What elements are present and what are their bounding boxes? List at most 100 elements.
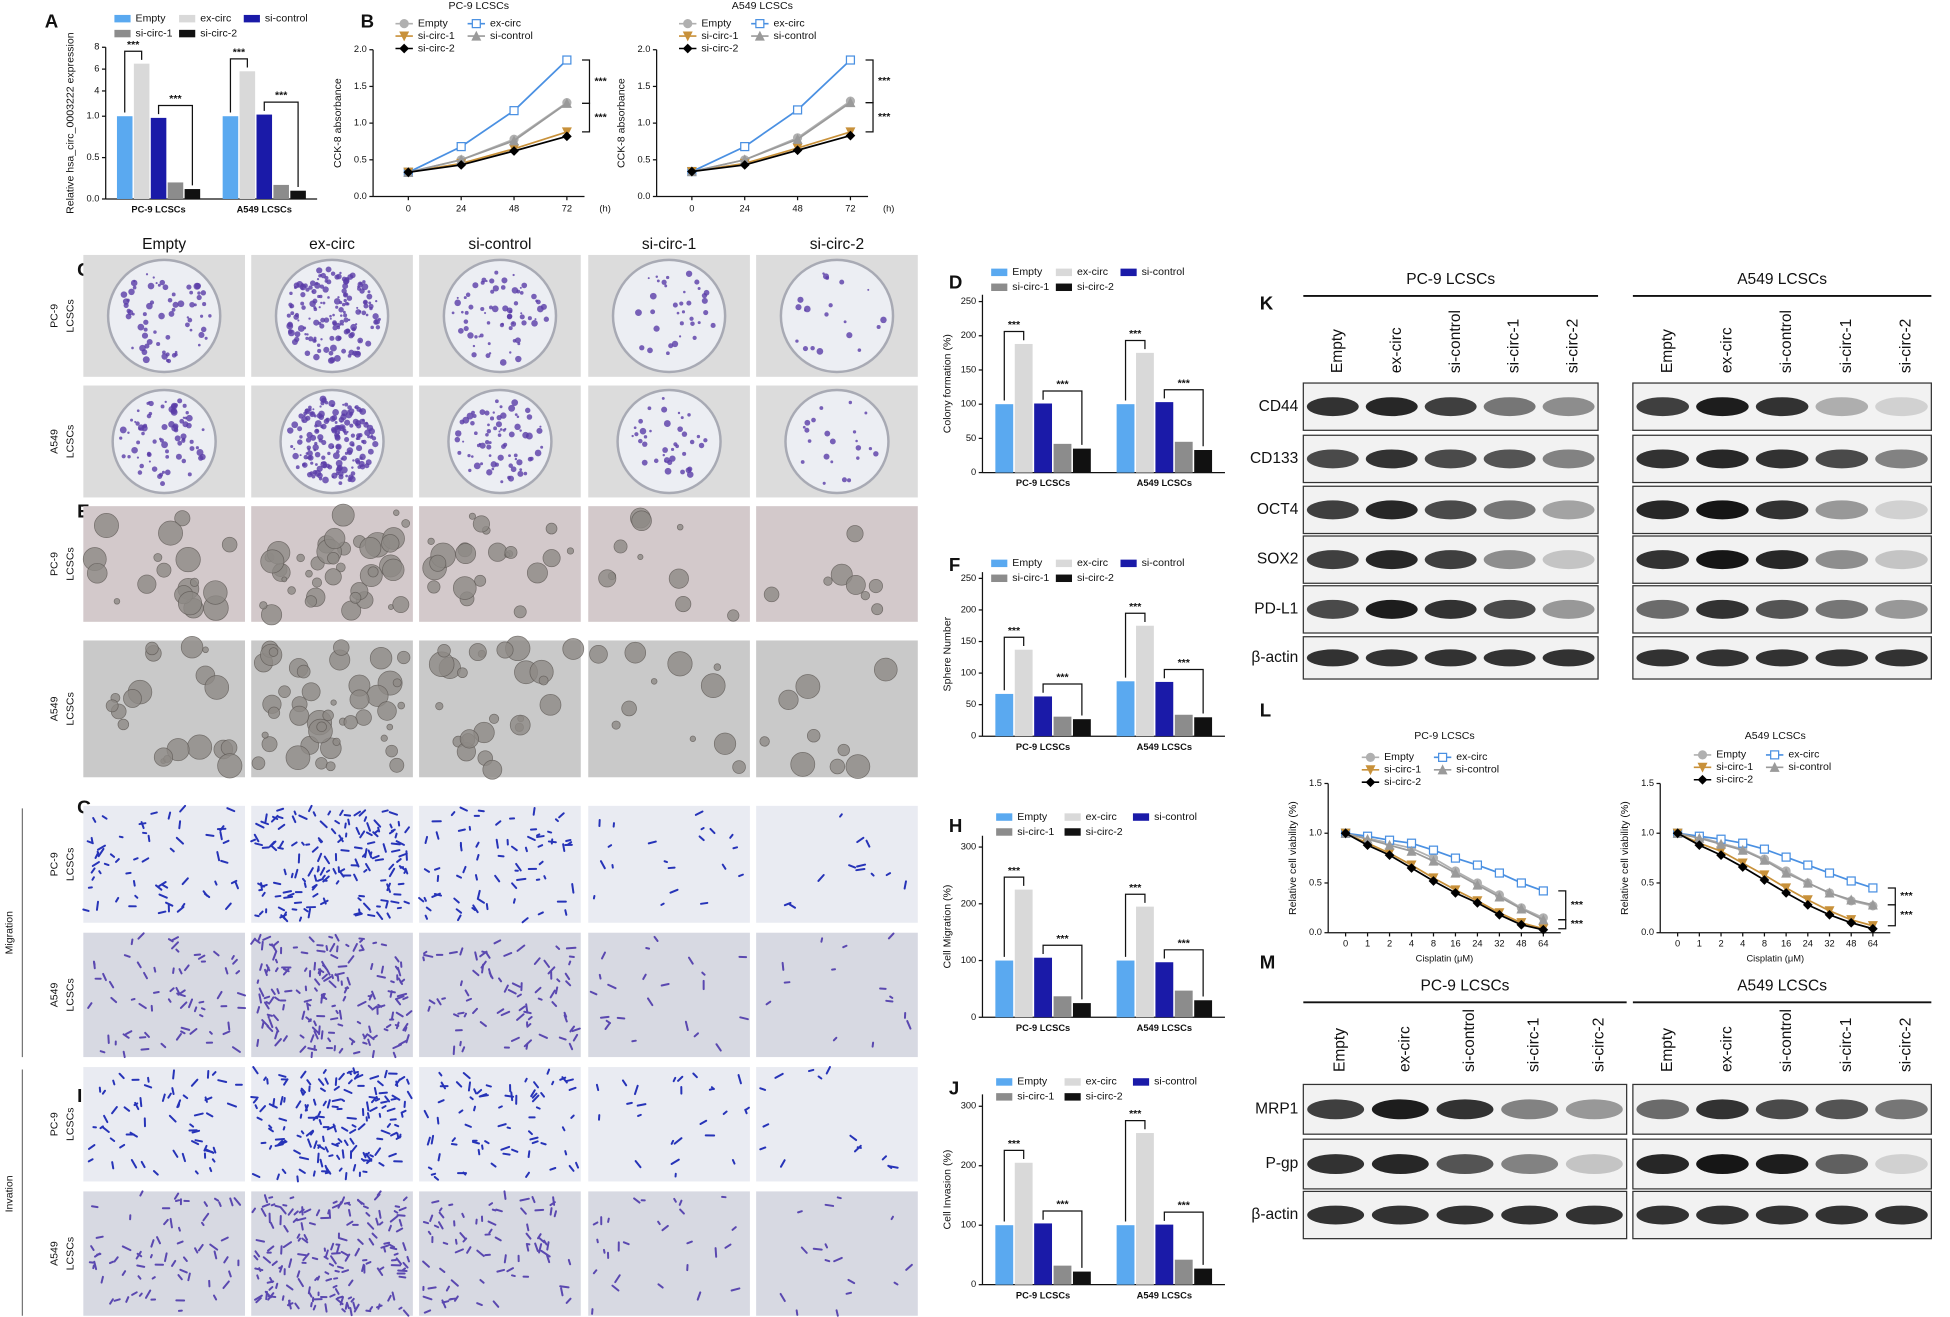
colony: [486, 444, 492, 450]
colony: [186, 316, 190, 319]
cell: [178, 968, 183, 975]
cell: [254, 1250, 261, 1258]
colony: [649, 292, 657, 300]
cell: [316, 867, 320, 873]
colony: [161, 470, 165, 474]
point: [1824, 909, 1835, 920]
x-tick-label: PC-9 LCSCs: [1016, 1290, 1070, 1300]
cell: [422, 956, 425, 962]
row-label: LCSCs: [65, 1237, 77, 1270]
colony: [159, 279, 166, 286]
colony: [342, 428, 347, 433]
cell: [369, 1154, 374, 1158]
point: [1406, 845, 1417, 856]
cell: [380, 899, 388, 902]
cell: [272, 940, 280, 947]
cell: [848, 864, 857, 869]
cell: [294, 1302, 300, 1310]
cell: [398, 1133, 402, 1139]
cell: [496, 1008, 505, 1014]
cell: [293, 1210, 299, 1216]
colony: [500, 480, 504, 484]
colony: [136, 456, 140, 459]
cell: [598, 973, 602, 980]
protein-label: CD44: [1259, 398, 1299, 415]
y-tick-label: 1.0: [1309, 828, 1322, 838]
bracket: [1003, 876, 1025, 957]
cell: [138, 1292, 143, 1297]
colony: [682, 451, 687, 456]
legend-marker: [399, 31, 410, 42]
colony: [357, 337, 364, 344]
row-label: A549: [49, 429, 61, 454]
colony: [804, 309, 807, 312]
cell: [312, 892, 319, 898]
colony: [698, 442, 705, 449]
cell: [102, 972, 107, 982]
colony: [356, 306, 359, 309]
cell: [484, 951, 491, 959]
cell: [274, 1204, 281, 1208]
cell: [430, 1172, 437, 1176]
sphere: [667, 651, 693, 677]
colony: [197, 343, 201, 347]
cell: [369, 1075, 380, 1080]
image-tile: [419, 635, 585, 780]
point: [1472, 860, 1483, 870]
colony: [329, 317, 332, 320]
colony: [356, 406, 362, 412]
cell: [564, 972, 571, 981]
image-tile: [588, 1191, 750, 1316]
colony: [359, 418, 366, 425]
bar: [1155, 402, 1174, 473]
cell: [92, 1264, 95, 1270]
blot-strip: [1302, 1083, 1628, 1135]
sphere: [261, 736, 278, 753]
sphere: [325, 761, 336, 772]
image-tile: [756, 1066, 918, 1182]
cell: [633, 1084, 639, 1096]
colony: [503, 442, 508, 447]
cell: [277, 815, 284, 820]
x-tick-label: A549 LCSCs: [237, 205, 292, 215]
colony: [631, 434, 634, 438]
cell: [400, 1111, 404, 1118]
cell: [324, 1164, 329, 1172]
y-tick-label: 1.0: [87, 111, 100, 121]
colony: [346, 430, 349, 433]
cell: [135, 1250, 142, 1260]
cell: [376, 975, 386, 979]
bar: [273, 184, 289, 199]
cell: [343, 813, 352, 817]
sphere: [871, 603, 884, 616]
legend-label: Empty: [1716, 749, 1747, 761]
sphere: [873, 657, 898, 682]
cell: [303, 998, 312, 1003]
cell: [200, 1007, 206, 1011]
significance: ***: [1056, 1199, 1069, 1211]
cell: [693, 1032, 699, 1038]
cell: [571, 1027, 581, 1033]
bar: [1136, 906, 1154, 1018]
x-tick-label: 64: [1538, 938, 1548, 948]
cell: [390, 1131, 398, 1137]
cell: [430, 1134, 435, 1145]
cell: [276, 1173, 280, 1181]
band: [1875, 500, 1928, 520]
colony: [158, 312, 165, 320]
cell: [565, 1297, 572, 1304]
cell: [316, 949, 326, 953]
image-tile: [83, 1067, 245, 1182]
cell: [337, 1201, 343, 1209]
cell: [395, 1257, 403, 1265]
cell: [377, 1080, 384, 1087]
cell: [297, 1253, 308, 1257]
colony: [323, 317, 330, 323]
colony: [164, 469, 171, 476]
row-label: PC-9: [49, 304, 61, 328]
colony: [647, 277, 650, 280]
colony: [332, 452, 340, 460]
band: [1755, 397, 1809, 417]
image-tile: [419, 1190, 581, 1316]
colony: [306, 471, 313, 478]
